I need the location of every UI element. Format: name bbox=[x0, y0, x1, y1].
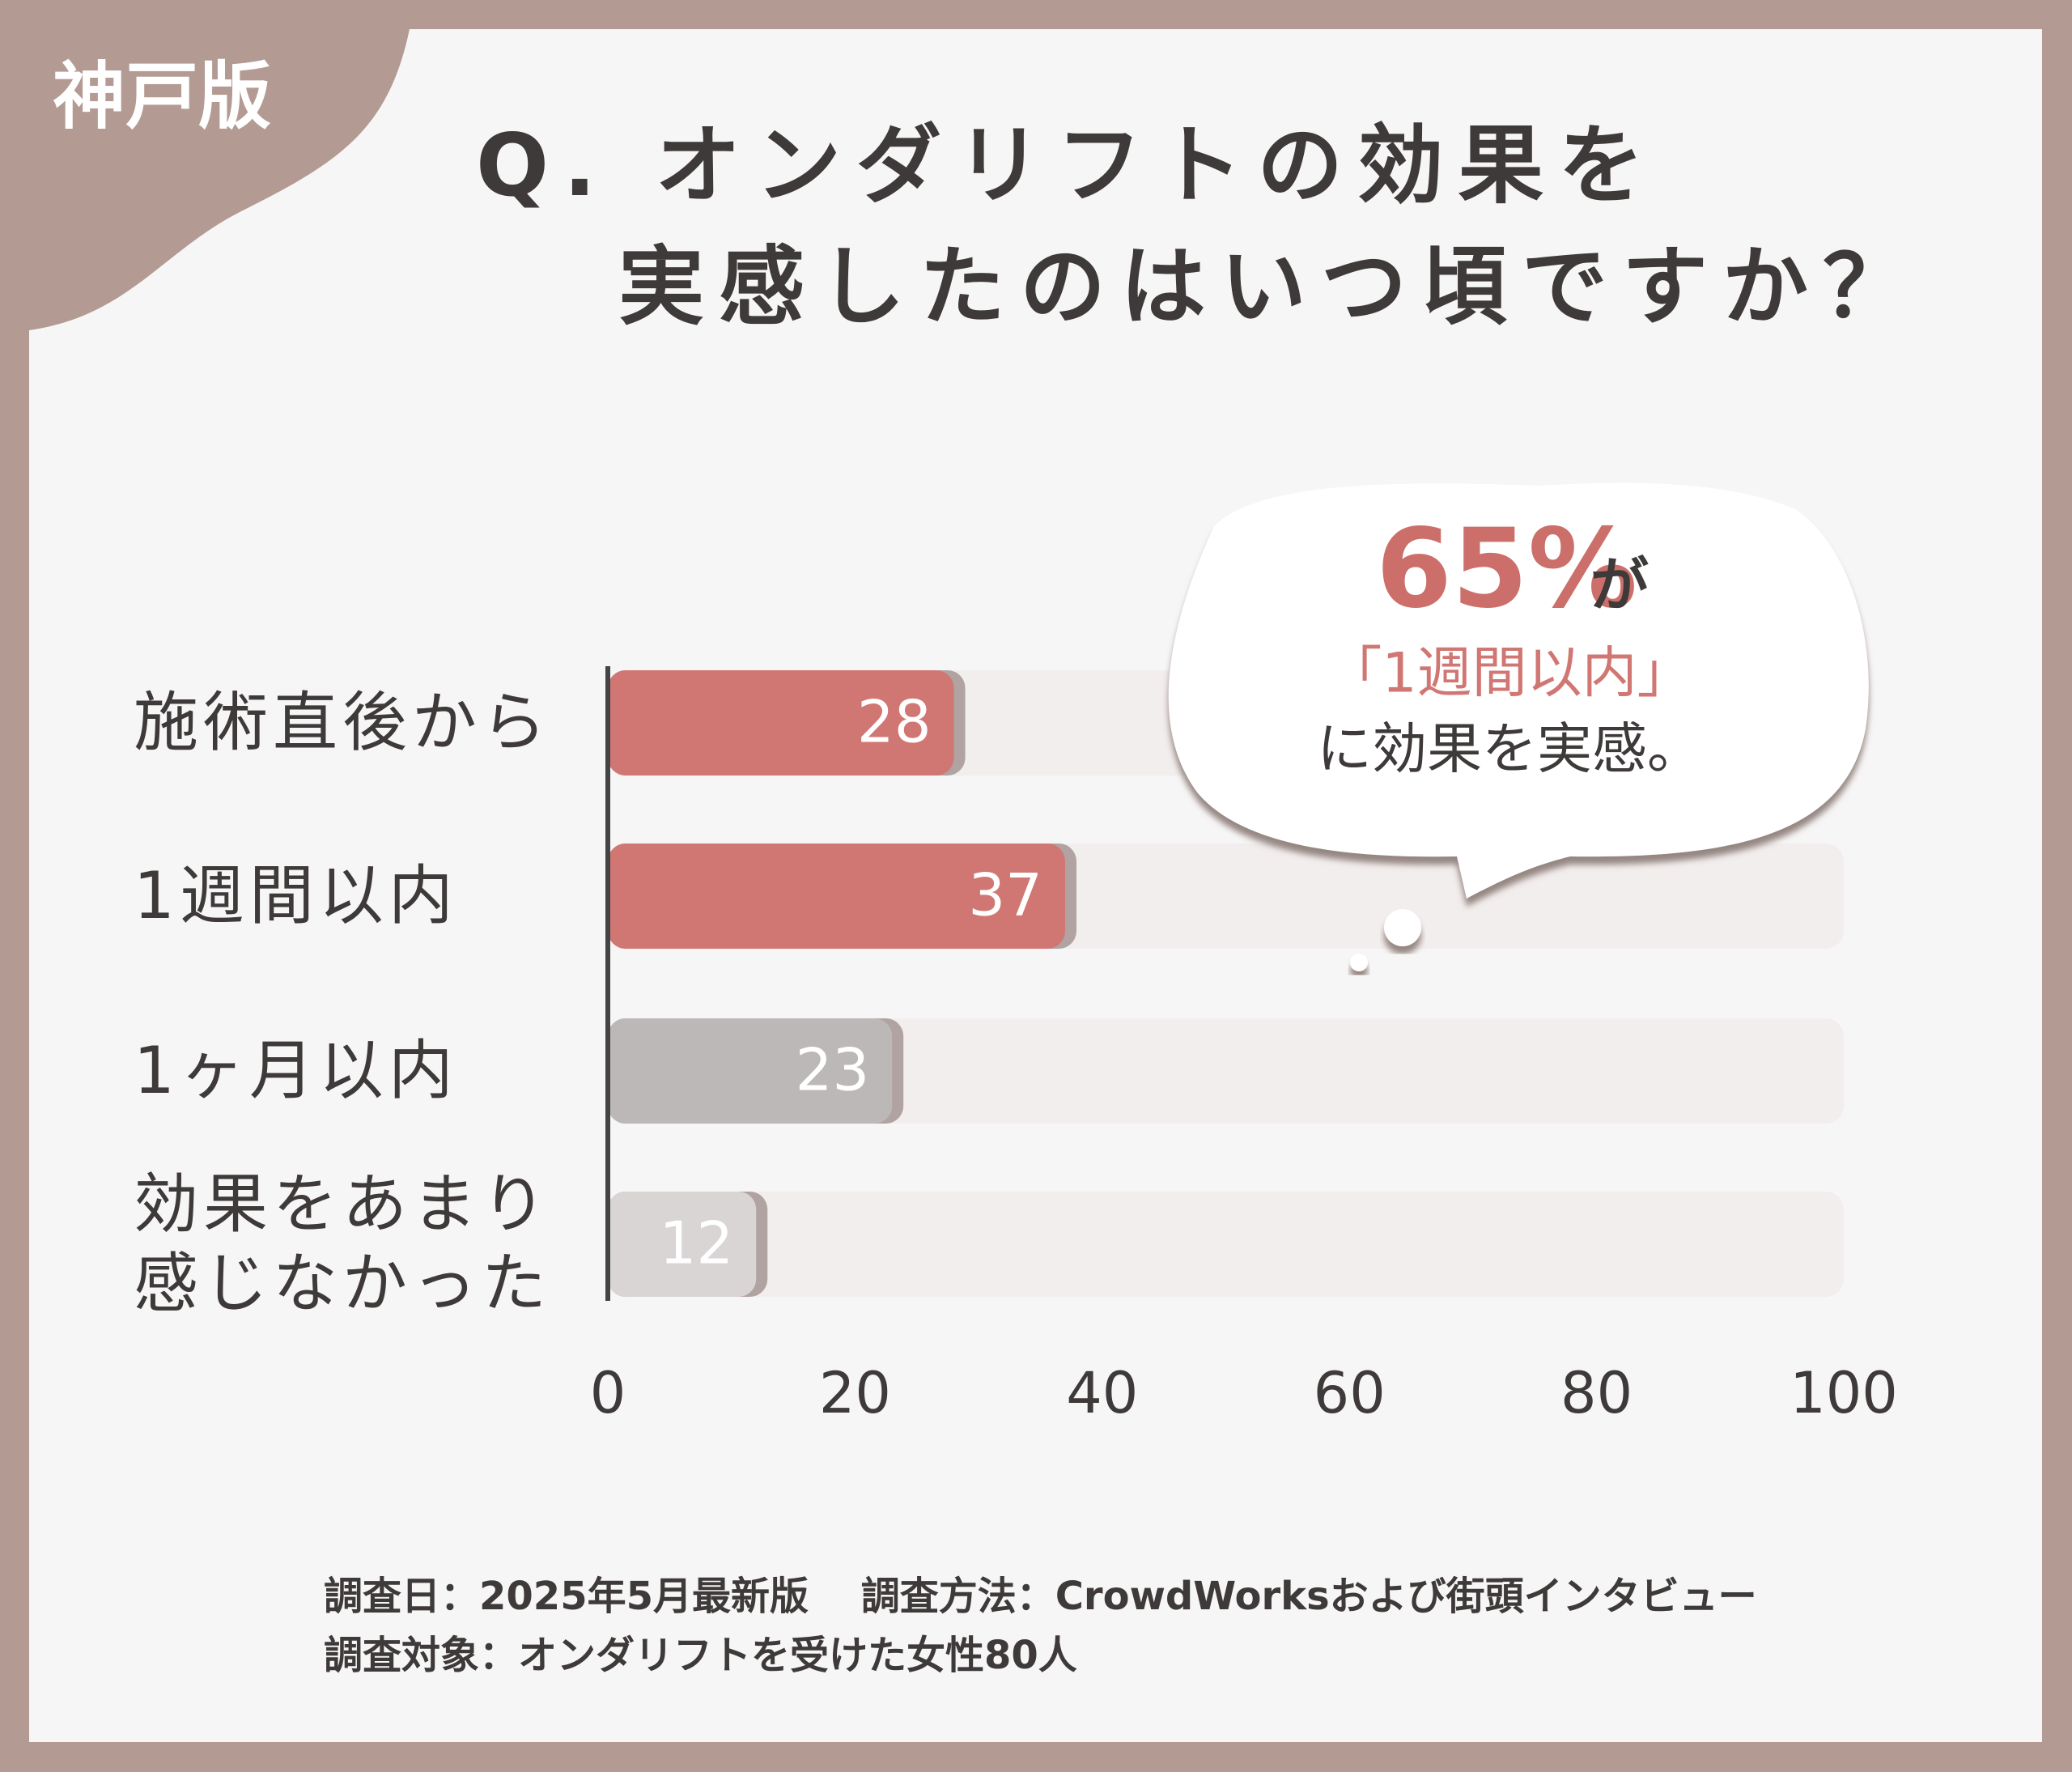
footnote: 調査対象：オンダリフトを受けた女性80人 bbox=[324, 1633, 1077, 1678]
x-tick-label: 0 bbox=[590, 1360, 626, 1426]
bubble-dot bbox=[1350, 954, 1368, 971]
bar bbox=[608, 1018, 893, 1124]
x-tick-label: 80 bbox=[1560, 1360, 1633, 1426]
bar bbox=[608, 670, 954, 776]
bar-track bbox=[608, 1018, 1844, 1124]
badge: 神戸版 bbox=[53, 54, 271, 139]
bar bbox=[608, 844, 1065, 949]
category-label: 1ヶ月以内 bbox=[134, 1033, 458, 1108]
footnote: 調査日：2025年5月最新版 調査方法：CrowdWorksおよび街頭インタビュ… bbox=[324, 1574, 1757, 1619]
title: Q. オンダリフトの効果を bbox=[476, 116, 1658, 215]
category-label: 1週間以内 bbox=[134, 858, 458, 933]
speech-bubble bbox=[1168, 482, 1869, 899]
x-tick-label: 20 bbox=[819, 1360, 891, 1426]
badge-shape bbox=[29, 29, 410, 330]
x-tick-label: 60 bbox=[1314, 1360, 1386, 1426]
bar-track bbox=[608, 1192, 1844, 1297]
callout: 65% が 「1週間以内」 に効果を実感。 bbox=[1168, 482, 1869, 971]
callout-highlight: 65% bbox=[1376, 505, 1637, 632]
value-label: 23 bbox=[796, 1036, 870, 1104]
x-tick-label: 100 bbox=[1790, 1360, 1898, 1426]
callout-text: 「1週間以内」 bbox=[1327, 642, 1692, 706]
value-label: 12 bbox=[660, 1209, 734, 1277]
category-label: 効果をあまり感じなかった bbox=[134, 1166, 551, 1321]
category-label: 施術直後から bbox=[134, 685, 551, 760]
callout-text: が bbox=[1590, 551, 1649, 619]
value-label: 28 bbox=[857, 688, 932, 756]
bar bbox=[608, 1192, 757, 1297]
title: 実感したのはいつ頃ですか？ bbox=[618, 237, 1923, 337]
bubble-dot bbox=[1384, 909, 1421, 946]
callout-text: に効果を実感。 bbox=[1317, 718, 1702, 782]
x-tick-label: 40 bbox=[1066, 1360, 1138, 1426]
value-label: 37 bbox=[968, 861, 1042, 929]
